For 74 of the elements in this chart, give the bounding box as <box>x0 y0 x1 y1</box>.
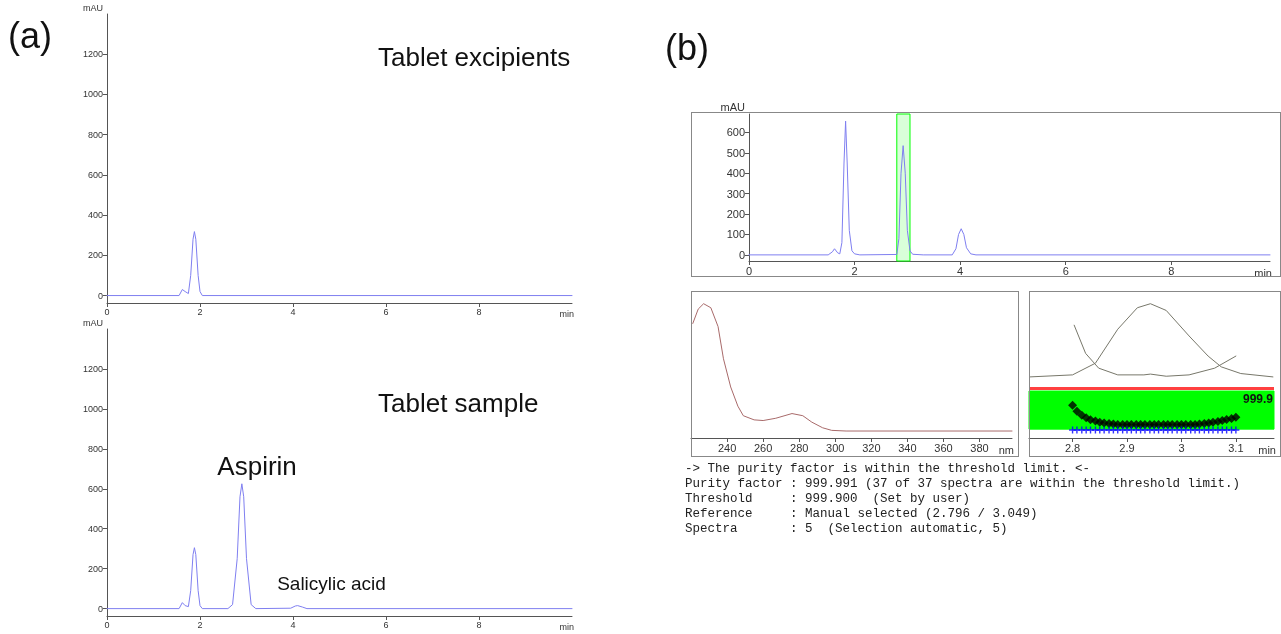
annotation: Salicylic acid <box>277 572 386 594</box>
x-axis-title: min <box>1258 443 1276 456</box>
x-tick-label: 8 <box>476 619 482 630</box>
x-tick-label: 0 <box>745 264 753 277</box>
y-tick-label: 400 <box>87 523 103 534</box>
x-tick-label: 4 <box>290 619 296 630</box>
y-axis-title: mAU <box>83 2 103 13</box>
x-tick-label: 2 <box>851 264 858 277</box>
y-tick-label: 1200 <box>82 49 103 60</box>
x-axis-title: min <box>559 308 574 319</box>
point <box>1231 412 1241 422</box>
x-tick-label: 360 <box>934 441 953 454</box>
line-series <box>748 120 1271 256</box>
x-tick-label: 6 <box>383 619 389 630</box>
y-tick-label: 600 <box>87 169 103 180</box>
point <box>1072 406 1082 416</box>
x-tick-label: 380 <box>970 441 989 454</box>
y-axis-title: mAU <box>83 317 103 328</box>
x-tick-label: 2.8 <box>1064 441 1081 454</box>
x-tick-label: 6 <box>1062 264 1069 277</box>
annotation: Aspirin <box>217 450 297 481</box>
text: (b) <box>665 27 709 68</box>
y-tick-label: 400 <box>87 210 103 221</box>
text: Purity factor : 999.991 (37 of 37 spectra are within the threshold limit.) <box>685 477 1242 492</box>
text: -> The purity factor is within the threshold limit. <- <box>685 462 1092 477</box>
y-tick-label: 1200 <box>82 363 103 374</box>
line-series <box>106 231 573 297</box>
x-tick-label: 0 <box>104 619 110 630</box>
x-tick-label: 6 <box>383 306 389 317</box>
y-tick-label: 600 <box>87 483 103 494</box>
x-axis-title: nm <box>998 443 1014 456</box>
y-tick-label: 600 <box>726 126 745 139</box>
x-tick-label: 320 <box>862 441 881 454</box>
text: (a) <box>8 15 52 56</box>
x-tick-label: 4 <box>957 264 964 277</box>
x-tick-label: 8 <box>476 306 482 317</box>
x-tick-label: 3 <box>1178 441 1185 454</box>
x-tick-label: 340 <box>898 441 917 454</box>
x-tick-label: 8 <box>1168 264 1175 277</box>
y-tick-label: 1000 <box>82 403 103 414</box>
x-tick-label: 300 <box>826 441 845 454</box>
y-tick-label: 800 <box>87 443 103 454</box>
x-tick-label: 2 <box>197 306 203 317</box>
x-tick-label: 240 <box>717 441 737 454</box>
y-tick-label: 1000 <box>82 89 103 100</box>
y-tick-label: 300 <box>726 187 745 200</box>
x-tick-label: 260 <box>753 441 773 454</box>
x-tick-label: 3.1 <box>1228 441 1244 454</box>
x-axis-title: min <box>559 621 574 632</box>
text: Tablet sample <box>378 388 539 418</box>
point <box>1068 400 1078 410</box>
y-tick-label: 200 <box>726 208 745 221</box>
y-tick-label: 200 <box>87 250 103 261</box>
y-tick-label: 0 <box>97 603 103 614</box>
x-tick-label: 2.9 <box>1119 441 1135 454</box>
y-tick-label: 200 <box>87 563 103 574</box>
line-series <box>106 483 573 610</box>
y-tick-label: 100 <box>726 228 745 241</box>
y-tick-label: 800 <box>87 129 103 140</box>
y-tick-label: 0 <box>738 248 745 261</box>
annotation: 999.9 <box>1243 392 1274 406</box>
x-tick-label: 2 <box>197 619 203 630</box>
x-tick-label: 4 <box>290 306 296 317</box>
x-tick-label: 0 <box>104 306 110 317</box>
y-axis-title: mAU <box>720 100 746 113</box>
text: Reference : Manual selected (2.796 / 3.049) <box>685 507 1039 522</box>
point <box>1232 426 1240 434</box>
y-tick-label: 500 <box>726 146 745 159</box>
y-tick-label: 0 <box>97 290 103 301</box>
y-tick-label: 400 <box>726 167 745 180</box>
x-tick-label: 280 <box>790 441 809 454</box>
text: Threshold : 999.900 (Set by user) <box>685 492 972 507</box>
text: Tablet excipients <box>378 42 571 72</box>
text: Spectra : 5 (Selection automatic, 5) <box>685 522 1009 537</box>
